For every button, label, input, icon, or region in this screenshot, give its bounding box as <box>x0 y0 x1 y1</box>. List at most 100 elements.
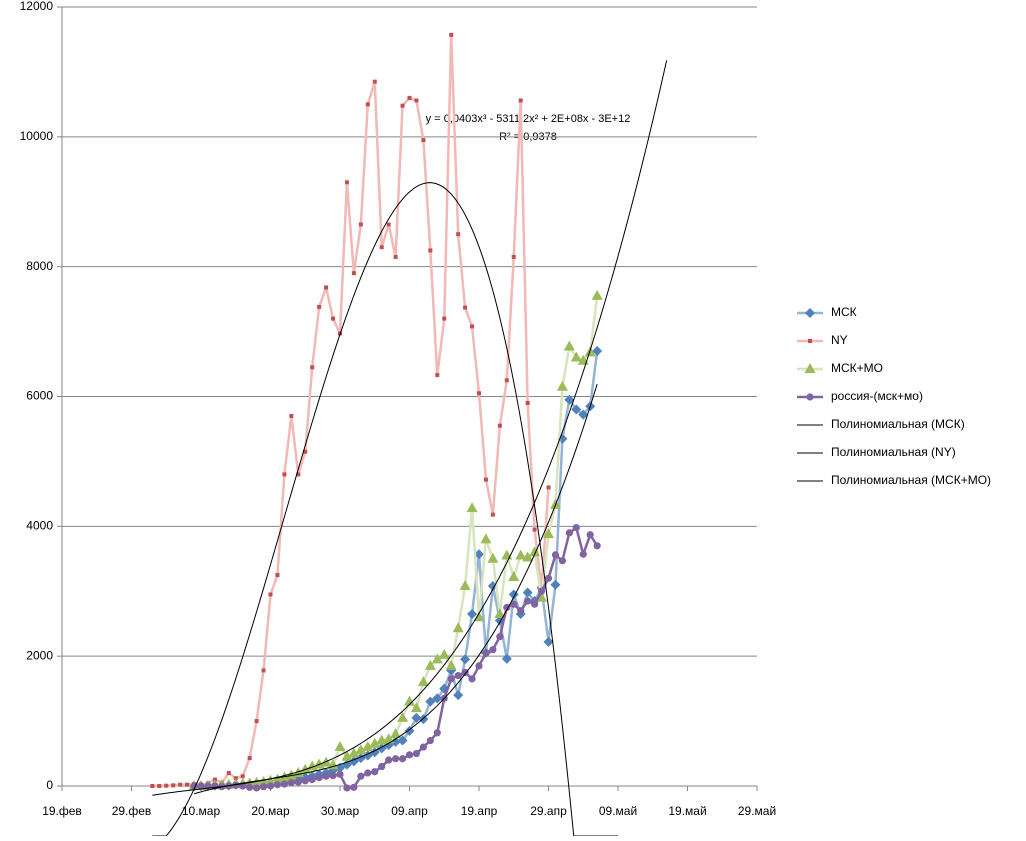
marker <box>532 527 537 532</box>
marker <box>410 702 422 713</box>
marker <box>404 695 415 706</box>
marker <box>296 472 301 477</box>
y-tick-label: 6000 <box>26 389 53 403</box>
legend-entry: россия-(мск+мо) <box>797 389 923 403</box>
marker <box>543 636 554 647</box>
marker <box>504 378 509 383</box>
legend-entry: Полиномиальная (МСК) <box>797 417 965 431</box>
marker <box>546 485 551 490</box>
marker <box>551 551 560 559</box>
marker <box>414 98 419 103</box>
x-tick-label: 29.май <box>738 804 776 818</box>
marker <box>454 672 462 680</box>
marker <box>364 769 372 777</box>
marker <box>536 591 548 602</box>
marker <box>371 768 379 776</box>
x-tick-label: 29.фев <box>112 804 152 818</box>
marker <box>372 79 377 84</box>
marker <box>310 365 315 370</box>
marker <box>489 646 497 654</box>
marker <box>425 696 436 707</box>
marker <box>435 373 440 378</box>
legend-label: МСК <box>831 305 857 319</box>
marker <box>487 552 499 563</box>
y-tick-label: 12000 <box>20 0 54 13</box>
marker <box>433 729 441 737</box>
marker <box>511 254 516 259</box>
marker <box>578 409 589 420</box>
legend-marker <box>808 339 812 343</box>
marker <box>524 597 532 605</box>
x-tick-label: 09.апр <box>391 804 428 818</box>
x-tick-label: 09.май <box>599 804 637 818</box>
legend-label: Полиномиальная (NY) <box>831 445 956 459</box>
marker <box>308 775 316 784</box>
marker <box>324 285 329 290</box>
marker <box>503 603 511 612</box>
legend-label: Полиномиальная (МСК) <box>831 417 965 431</box>
marker <box>355 744 367 755</box>
marker <box>480 533 492 544</box>
marker <box>299 763 311 774</box>
y-tick-label: 10000 <box>20 129 54 143</box>
marker <box>494 607 506 618</box>
legend-entry: МСК <box>797 305 857 319</box>
marker <box>449 32 454 37</box>
marker <box>453 690 464 701</box>
marker <box>474 549 484 560</box>
marker <box>317 304 322 309</box>
legend-marker <box>806 393 814 401</box>
marker <box>331 316 336 321</box>
x-tick-label: 20.мар <box>251 804 290 818</box>
marker <box>483 477 488 482</box>
marker <box>336 770 344 778</box>
marker <box>424 659 436 670</box>
marker <box>400 103 405 108</box>
marker <box>470 324 475 329</box>
legend-entry: NY <box>797 333 848 347</box>
marker <box>438 648 450 659</box>
marker <box>508 570 520 581</box>
marker <box>572 524 580 532</box>
marker <box>303 449 308 454</box>
marker <box>362 741 374 752</box>
marker <box>428 248 433 253</box>
marker <box>417 676 429 687</box>
marker <box>445 659 457 670</box>
marker <box>411 712 422 723</box>
marker <box>543 528 554 539</box>
marker <box>287 779 295 787</box>
marker <box>280 780 288 788</box>
marker <box>461 668 469 676</box>
marker <box>390 736 401 747</box>
legend-label: NY <box>831 333 848 347</box>
legend-label: россия-(мск+мо) <box>831 389 923 403</box>
legend-entry: Полиномиальная (NY) <box>797 445 956 459</box>
marker <box>459 580 471 591</box>
marker <box>405 751 414 759</box>
marker <box>383 733 395 744</box>
marker <box>490 512 495 517</box>
marker <box>351 271 356 276</box>
marker <box>266 782 275 790</box>
marker <box>432 693 443 704</box>
marker <box>412 749 421 758</box>
y-tick-label: 4000 <box>26 519 53 533</box>
marker <box>510 600 518 608</box>
marker <box>392 755 400 763</box>
marker <box>341 759 352 770</box>
marker <box>482 649 490 657</box>
trendline <box>152 60 668 796</box>
series-line <box>152 33 550 788</box>
marker <box>275 573 280 578</box>
marker <box>393 254 398 259</box>
marker <box>497 423 502 428</box>
marker <box>233 776 238 781</box>
marker <box>390 728 402 739</box>
marker <box>522 551 534 562</box>
marker <box>150 784 155 788</box>
marker <box>431 653 443 664</box>
marker <box>246 783 254 791</box>
marker <box>171 783 176 788</box>
